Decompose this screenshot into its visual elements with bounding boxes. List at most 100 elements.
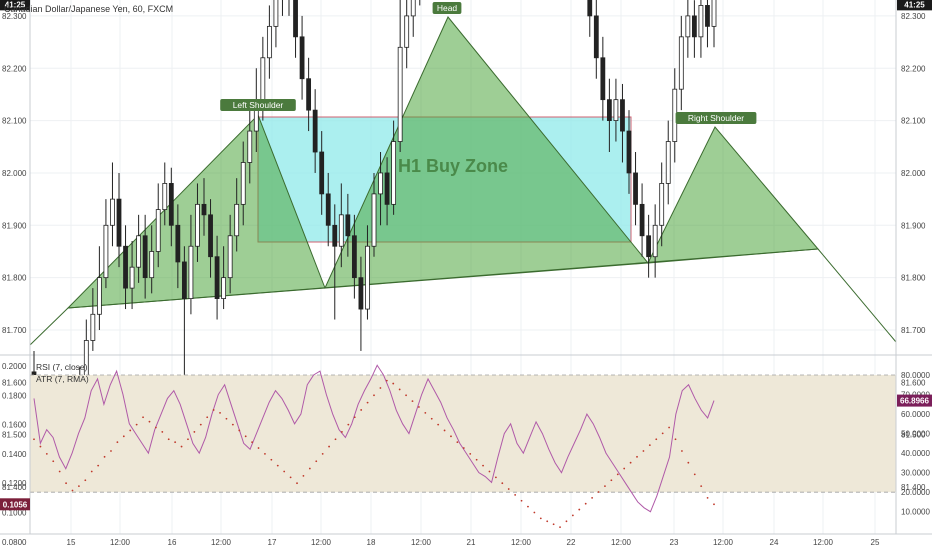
rsi-tick-label: 80.0000 [901,371,930,380]
atr-point [212,409,215,411]
atr-point [565,520,568,523]
candle-body [240,162,246,205]
price-tick-label-left: 81.700 [2,326,27,335]
atr-point [405,394,407,397]
candle [332,204,338,320]
candle [606,78,612,153]
candle [195,183,200,262]
time-tick-label: 16 [168,538,177,547]
atr-point [148,420,151,423]
candle [266,5,272,79]
candle-body [234,203,240,237]
atr-point [251,441,254,444]
candle [234,178,240,252]
time-tick-label: 12:00 [211,538,232,547]
candle [338,183,344,268]
atr-point [385,379,388,382]
candle-body [201,203,207,216]
price-tick-label-left: 81.400 [2,483,27,492]
price-tick-label: 81.700 [901,326,926,335]
price-tick-label-left: 82.200 [2,64,27,73]
candle [312,89,318,173]
atr-point [424,411,427,414]
atr-point [700,485,703,488]
time-tick-label: 23 [670,538,679,547]
candle-body [351,235,357,279]
rsi-tick-label: 30.0000 [901,469,930,478]
atr-point [693,473,696,476]
candle-body [110,198,115,226]
candle-body [208,214,213,258]
candle [626,110,632,194]
atr-point [71,489,74,492]
atr-point [488,470,491,473]
candle [378,152,383,226]
right-shoulder-label: Right Shoulder [688,113,744,123]
candle [665,120,671,205]
atr-point [328,445,330,448]
candle [633,152,638,226]
candle-body [136,235,142,268]
atr-point [219,411,221,414]
atr-point [187,438,189,441]
atr-point [276,464,279,467]
candle-body [345,214,351,237]
time-tick-label: 12:00 [813,538,834,547]
candle [281,0,283,16]
candle [365,225,370,320]
time-tick-label: 12:00 [611,538,632,547]
candle-body [175,224,181,263]
candle-body [273,0,279,27]
candle [129,241,135,310]
candle-body [698,5,704,38]
countdown-badge-left: 41:25 [5,0,26,9]
atr-point [58,470,61,473]
atr-point [443,429,446,432]
atr-last-badge: 0.1056 [3,500,28,509]
price-tick-label: 81.400 [901,483,926,492]
candle-body [260,57,266,101]
candle-body [299,36,305,80]
candle [410,0,416,37]
candle-body [103,224,109,279]
atr-point [225,417,228,420]
rsi-series [33,364,715,513]
candle-body [181,261,187,299]
atr-point [482,464,484,467]
candle-body [626,130,632,174]
rsi-tick-label: 60.0000 [901,410,930,419]
candle-body [319,151,325,195]
candle [705,0,710,48]
candle [293,0,298,58]
candle [90,288,96,351]
atr-point [206,416,209,419]
candle-body [227,235,233,279]
atr-point [193,431,196,433]
price-tick-label-left: 81.500 [2,431,27,440]
price-tick-label: 82.300 [901,12,926,21]
candle-body [90,313,96,341]
atr-point [347,423,350,426]
candle [613,78,619,142]
price-tick-label: 82.200 [901,64,926,73]
atr-point [674,438,677,441]
candle [103,199,109,289]
atr-point [116,441,119,444]
candle-body [312,109,318,153]
candle-body [293,0,298,38]
candle-body [391,141,397,205]
candle-body [659,183,665,226]
price-tick-label: 82.100 [901,117,926,126]
candle-body [195,203,200,247]
atr-point [450,435,452,438]
candle [639,183,645,257]
atr-point [533,511,536,514]
candle-body [96,277,102,315]
atr-point [411,400,414,403]
atr-point [353,416,356,419]
atr-point [494,476,497,479]
atr-point [90,470,93,473]
atr-point [289,476,292,479]
